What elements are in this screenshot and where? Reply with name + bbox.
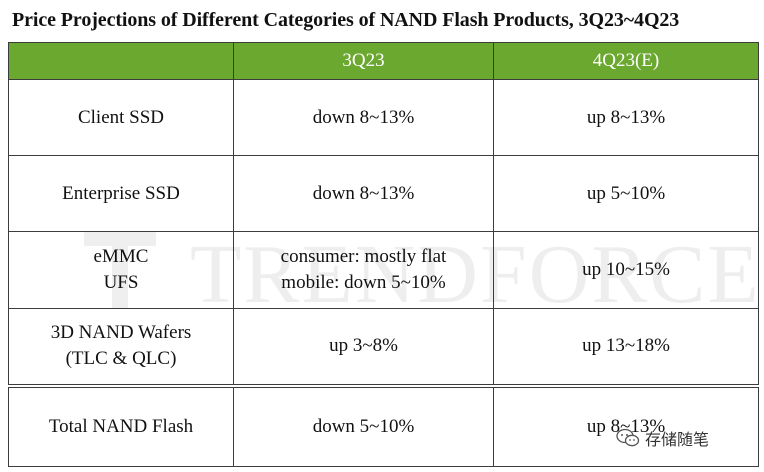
wechat-icon <box>616 428 640 447</box>
table-row: eMMC UFS consumer: mostly flat mobile: d… <box>8 231 759 309</box>
table-row: Enterprise SSD down 8~13% up 5~10% <box>8 155 759 233</box>
category-cell: Client SSD <box>8 78 234 157</box>
q3-value-cell: down 8~13% <box>233 155 494 233</box>
q3-value-cell: down 5~10% <box>233 383 494 467</box>
page-title: Price Projections of Different Categorie… <box>12 9 680 31</box>
category-cell: eMMC UFS <box>8 231 234 309</box>
header-4q23: 4Q23(E) <box>493 42 759 80</box>
header-corner-cell <box>8 42 234 80</box>
table-row: Client SSD down 8~13% up 8~13% <box>8 78 759 157</box>
q3-value-cell: down 8~13% <box>233 78 494 157</box>
wechat-account-name: 存储随笔 <box>645 430 710 449</box>
category-cell: Total NAND Flash <box>8 383 234 467</box>
q4-value-cell: up 10~15% <box>493 231 759 309</box>
q3-value-cell: up 3~8% <box>233 307 494 387</box>
q4-value-cell: up 8~13% <box>493 78 759 157</box>
table-row: 3D NAND Wafers (TLC & QLC) up 3~8% up 13… <box>8 307 759 387</box>
price-projection-table: 3Q23 4Q23(E) Client SSD down 8~13% up 8~… <box>8 42 759 467</box>
table-header-row: 3Q23 4Q23(E) <box>8 42 759 80</box>
header-3q23: 3Q23 <box>233 42 494 80</box>
q4-value-cell: up 13~18% <box>493 307 759 387</box>
category-cell: 3D NAND Wafers (TLC & QLC) <box>8 307 234 387</box>
category-cell: Enterprise SSD <box>8 155 234 233</box>
table-row-total: Total NAND Flash down 5~10% up 8~13% <box>8 383 759 467</box>
q4-value-cell: up 5~10% <box>493 155 759 233</box>
q3-value-cell: consumer: mostly flat mobile: down 5~10% <box>233 231 494 309</box>
wechat-account-badge: 存储随笔 <box>616 426 709 450</box>
q4-value-cell: up 8~13% <box>493 383 759 467</box>
